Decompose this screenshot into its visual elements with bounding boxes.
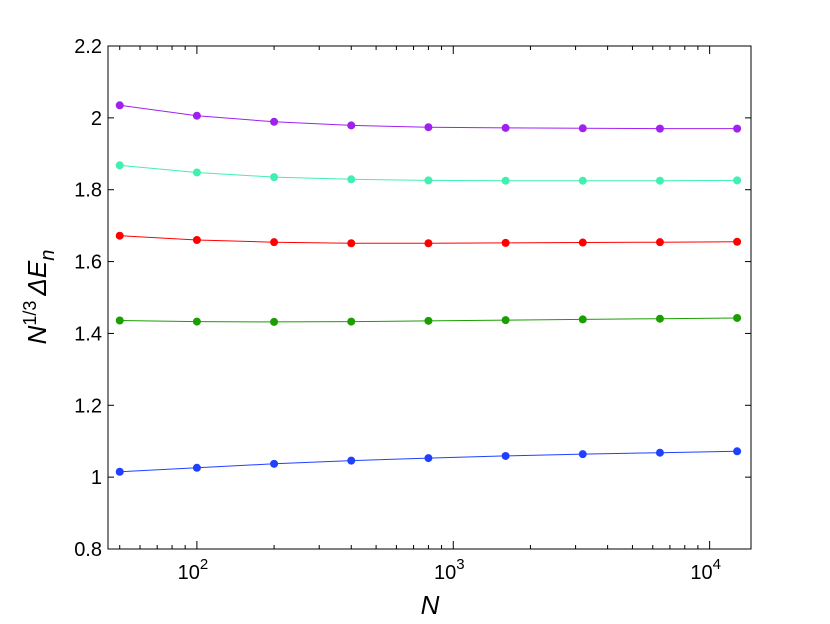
data-point [733, 447, 742, 456]
data-point [733, 237, 742, 246]
ticks-layer [108, 45, 751, 550]
data-point [578, 124, 587, 133]
data-point [115, 316, 124, 325]
y-tick-label-1: 1 [91, 467, 102, 489]
series-2 [115, 231, 742, 248]
data-point [424, 454, 433, 463]
data-point [347, 175, 356, 184]
y-tick-label-4: 1.6 [74, 252, 102, 274]
data-point [501, 238, 510, 247]
y-axis-title-exponent: 1/3 [20, 301, 40, 326]
series-1 [115, 161, 742, 185]
data-point [733, 313, 742, 322]
data-point [424, 316, 433, 325]
data-point [115, 467, 124, 476]
y-tick-label-2: 1.2 [74, 395, 102, 417]
series-4 [115, 447, 742, 476]
y-axis-title-subscript: n [37, 250, 59, 261]
data-point [192, 317, 201, 326]
series-0 [115, 101, 742, 133]
x-tick-label-0: 102 [178, 556, 209, 584]
data-point [270, 317, 279, 326]
data-point [655, 448, 664, 457]
data-point [270, 238, 279, 247]
data-point [347, 239, 356, 248]
data-point [347, 121, 356, 130]
data-point [192, 236, 201, 245]
data-point [501, 316, 510, 325]
labels-layer: 0.8 1 1.2 1.4 1.6 1.8 2 2.2 102 103 104 [74, 36, 721, 584]
data-point [115, 101, 124, 110]
data-point [578, 450, 587, 459]
data-point [655, 176, 664, 185]
data-point [424, 123, 433, 132]
data-point [347, 456, 356, 465]
data-point [424, 176, 433, 185]
data-point [270, 459, 279, 468]
y-tick-label-5: 1.8 [74, 180, 102, 202]
y-tick-label-3: 1.4 [74, 323, 102, 345]
data-point [270, 173, 279, 182]
y-axis-title-symbol: ΔE [22, 260, 52, 296]
data-point [192, 168, 201, 177]
plot-frame [107, 45, 752, 550]
data-point [733, 124, 742, 133]
y-tick-label-7: 2.2 [74, 36, 102, 58]
data-point [501, 451, 510, 460]
x-tick-label-1: 103 [434, 556, 465, 584]
data-point [424, 239, 433, 248]
data-point [655, 124, 664, 133]
data-point [578, 238, 587, 247]
y-tick-label-0: 0.8 [74, 539, 102, 561]
x-axis-title: N [421, 590, 440, 620]
data-point [192, 463, 201, 472]
data-point [655, 238, 664, 247]
data-point [347, 317, 356, 326]
data-point [270, 117, 279, 126]
data-point [501, 176, 510, 185]
data-point [115, 161, 124, 170]
series-3 [115, 313, 742, 326]
data-point [655, 314, 664, 323]
series-layer [115, 101, 742, 476]
y-axis-title: N1/3 ΔEn [20, 250, 59, 345]
y-tick-label-6: 2 [91, 108, 102, 130]
svg-text:N1/3ΔEn: N1/3 ΔEn [20, 250, 59, 345]
data-point [733, 176, 742, 185]
data-point [578, 176, 587, 185]
data-point [192, 111, 201, 120]
y-axis-title-base: N [22, 325, 52, 344]
data-point [578, 315, 587, 324]
data-point [501, 123, 510, 132]
data-point [115, 231, 124, 240]
x-tick-label-2: 104 [690, 556, 721, 584]
